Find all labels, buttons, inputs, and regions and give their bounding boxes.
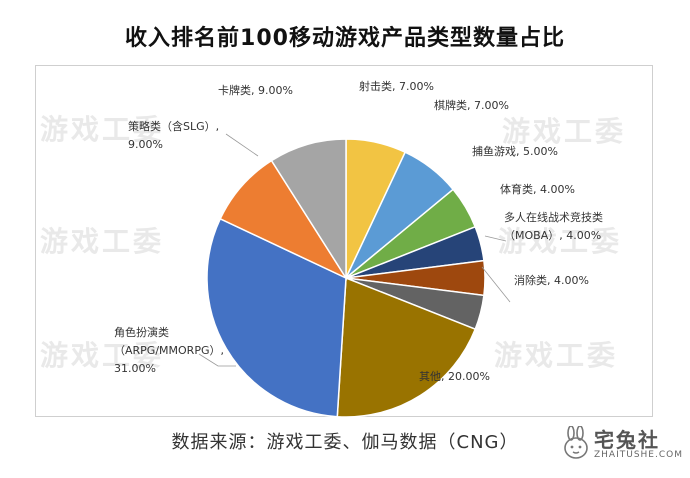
data-label: 其他, 20.00% xyxy=(419,370,490,383)
data-label: 策略类（含SLG）, 9.00% xyxy=(128,119,219,151)
data-label: 棋牌类, 7.00% xyxy=(434,98,509,112)
leader-line xyxy=(484,235,507,242)
pie-slice xyxy=(219,159,349,280)
data-label: 射击类, 7.00% xyxy=(359,79,434,93)
leader-line xyxy=(225,133,259,157)
pie-slice xyxy=(270,138,347,281)
pie-chart: 射击类, 7.00%棋牌类, 7.00% 捕鱼游戏, 5.00% 体育类, 4.00… xyxy=(114,79,603,418)
pie-slice xyxy=(206,217,347,418)
logo-name: 宅兔社 xyxy=(594,428,660,452)
data-source: 数据来源：游戏工委、伽马数据（CNG） xyxy=(171,432,519,453)
data-label: 角色扮演类（ARPG/MMORPG）, 31.00% xyxy=(114,325,224,375)
data-label: 捕鱼游戏, 5.00% xyxy=(472,144,558,158)
data-label: 体育类, 4.00% xyxy=(500,182,575,196)
data-label: 消除类, 4.00% xyxy=(514,273,589,287)
leader-line xyxy=(198,353,236,367)
data-label: 卡牌类, 9.00% xyxy=(218,83,293,97)
logo-url: ZHAITUSHE.COM xyxy=(594,450,683,460)
rabbit-icon xyxy=(564,426,588,459)
chart-title: 收入排名前100移动游戏产品类型数量占比 xyxy=(125,26,565,51)
site-logo: 宅兔社 ZHAITUSHE.COM xyxy=(560,422,685,468)
pie-slice xyxy=(336,276,477,418)
leader-line xyxy=(481,266,511,303)
chart-area: 游戏工委 游戏工委 游戏工委 游戏工委 游戏工委 游戏工委 游戏工委 游戏工委 … xyxy=(35,65,653,418)
data-label: 多人在线战术竞技类（MOBA）, 4.00% xyxy=(504,210,603,242)
